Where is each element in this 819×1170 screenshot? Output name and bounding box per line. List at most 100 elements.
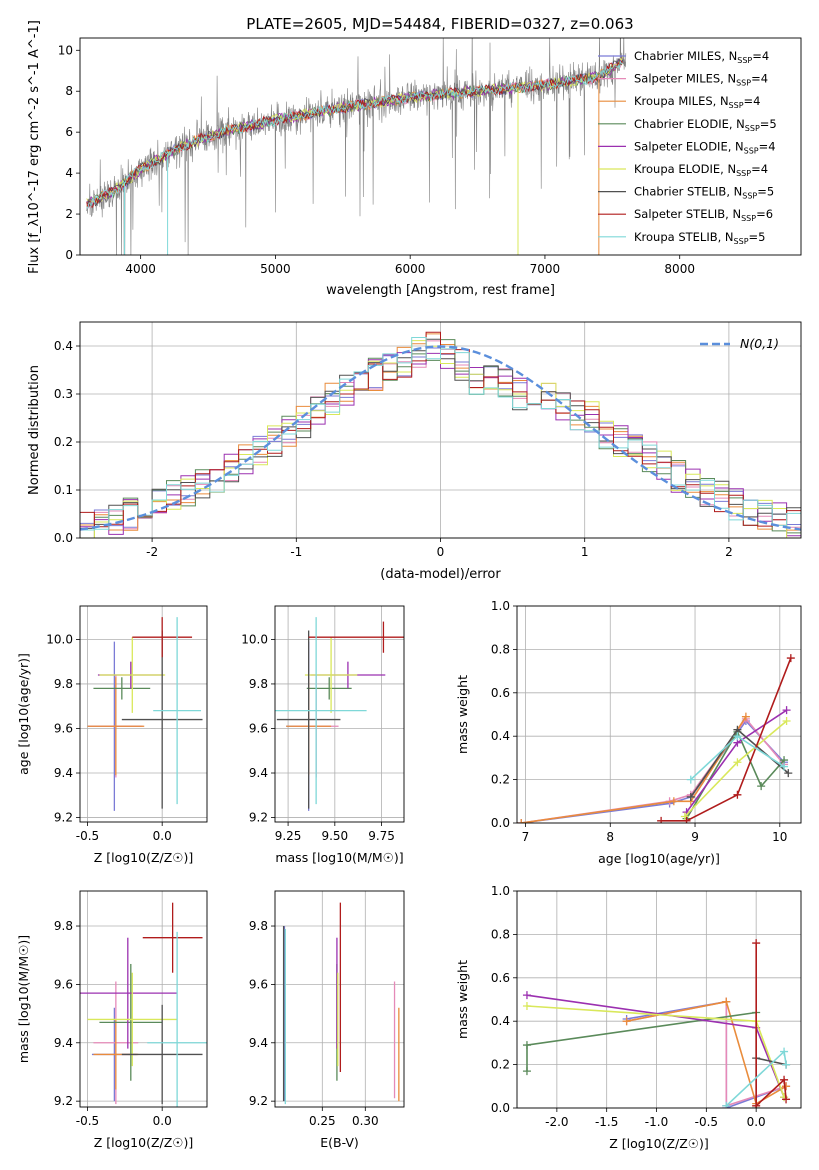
x-tick-label: -0.5 [695, 1115, 718, 1129]
y-tick-label: 9.6 [249, 977, 268, 991]
errorbar-kroupa-stelib [275, 617, 367, 805]
data-point [782, 717, 791, 726]
mass-vs-Z-axes [76, 891, 207, 1111]
mass-vs-ebv-frame [274, 890, 405, 1108]
y-tick-label: 6 [65, 125, 73, 139]
data-point [782, 1082, 791, 1091]
model-chabrier-elodie [86, 56, 623, 203]
errorbar-salpeter-stelib [308, 621, 404, 653]
age-vs-Z-axes [76, 606, 207, 826]
errorbar-salpeter-elodie [80, 937, 178, 1049]
errorbar-kroupa-miles [87, 677, 145, 776]
age-vs-Z-frame [79, 605, 208, 823]
data-point [784, 769, 793, 778]
y-tick-label: 9.8 [249, 677, 268, 691]
series-kroupa-stelib [722, 1047, 791, 1108]
model-salpeter-stelib [86, 60, 623, 209]
series-kroupa-elodie [680, 717, 791, 821]
normal-curve [80, 345, 801, 531]
series-kroupa-stelib [686, 732, 789, 784]
data-point [733, 732, 742, 741]
y-tick-label: 9.8 [54, 677, 73, 691]
x-tick-label: 1 [581, 545, 589, 559]
x-tick-label: 0.30 [352, 1114, 379, 1128]
legend-label: Kroupa STELIB, NSSP=5 [634, 230, 765, 246]
series-line [661, 657, 792, 822]
mass-vs-ebv-axes [271, 891, 404, 1111]
y-tick-label: 9.6 [249, 721, 268, 735]
weight-vs-Z-frame [516, 890, 802, 1109]
series-kroupa-miles [517, 712, 750, 823]
legend-label: Salpeter ELODIE, NSSP=4 [634, 139, 776, 155]
residuals-axes [76, 322, 801, 542]
y-tick-label: 10.0 [46, 632, 73, 646]
spectrum-x-label: wavelength [Angstrom, rest frame] [326, 283, 555, 298]
x-tick-label: 6000 [395, 262, 426, 276]
y-tick-label: 2 [65, 207, 73, 221]
data-point [522, 1002, 531, 1011]
y-tick-label: 0.3 [54, 387, 73, 401]
y-tick-label: 9.8 [54, 919, 73, 933]
y-tick-label: 0.8 [491, 927, 510, 941]
legend-label: Kroupa ELODIE, NSSP=4 [634, 162, 768, 178]
age-vs-mass-axes [271, 606, 404, 826]
legend-label: Salpeter MILES, NSSP=4 [634, 72, 768, 88]
y-tick-label: 0.4 [491, 1014, 510, 1028]
data-point [686, 775, 695, 784]
series-chabrier-miles [517, 717, 789, 823]
x-tick-label: -2.0 [545, 1115, 568, 1129]
y-tick-label: 10 [58, 43, 73, 57]
series-line [626, 1000, 787, 1105]
y-tick-label: 9.6 [54, 721, 73, 735]
series-salpeter-stelib [657, 654, 795, 823]
y-tick-label: 10.0 [241, 632, 268, 646]
series-salpeter-stelib [752, 939, 791, 1108]
x-tick-label: 0 [437, 545, 445, 559]
y-tick-label: 0.1 [54, 483, 73, 497]
data-point [780, 762, 789, 771]
data-point [733, 758, 742, 767]
y-tick-label: 1.0 [491, 884, 510, 898]
errorbar-chabrier-stelib [121, 1004, 203, 1105]
model-salpeter-elodie [86, 56, 623, 203]
legend-label: Chabrier ELODIE, NSSP=5 [634, 117, 777, 133]
x-tick-label: 9.25 [275, 829, 302, 843]
x-tick-label: 8000 [664, 262, 695, 276]
y-tick-label: 0.6 [491, 971, 510, 985]
series-line [521, 717, 785, 823]
data-point [780, 1075, 789, 1084]
x-tick-label: -0.5 [76, 1114, 99, 1128]
y-tick-label: 0.4 [54, 339, 73, 353]
data-point [686, 792, 695, 801]
spectrum-axes [76, 49, 681, 259]
y-tick-label: 0.4 [491, 729, 510, 743]
histogram-y-label: Normed distribution [27, 365, 42, 495]
errorbar-chabrier-elodie [99, 963, 163, 1081]
y-tick-label: 9.6 [54, 977, 73, 991]
x-tick-label: 7 [522, 830, 530, 844]
weight-vs-age-frame [516, 605, 802, 824]
data-point [782, 1095, 791, 1104]
errorbar-kroupa-elodie [87, 972, 178, 1067]
y-tick-label: 9.2 [54, 811, 73, 825]
x-tick-label: 9 [691, 830, 699, 844]
y-tick-label: 9.4 [54, 1036, 73, 1050]
data-point [782, 1060, 791, 1069]
errorbar-kroupa-elodie [99, 637, 166, 713]
y-tick-label: 0.0 [491, 1101, 510, 1115]
mass-vs-Z-x-label: Z [log10(Z/Z☉)] [94, 1135, 194, 1150]
y-tick-label: 0.2 [54, 435, 73, 449]
x-tick-label: 0.25 [309, 1114, 336, 1128]
data-point [757, 782, 766, 791]
errorbar-kroupa-elodie [304, 637, 358, 713]
x-tick-label: -1 [290, 545, 302, 559]
data-point [722, 1101, 731, 1108]
errorbar-salpeter-stelib [142, 902, 203, 973]
legend-label-normal: N(0,1) [740, 336, 779, 351]
weight-vs-age-x-label: age [log10(age/yr)] [598, 851, 720, 866]
data-point [522, 1067, 531, 1076]
legend-label: Chabrier MILES, NSSP=4 [634, 49, 769, 65]
histogram-frame [79, 321, 802, 539]
x-tick-label: -1.0 [645, 1115, 668, 1129]
y-tick-label: 9.2 [54, 1094, 73, 1108]
